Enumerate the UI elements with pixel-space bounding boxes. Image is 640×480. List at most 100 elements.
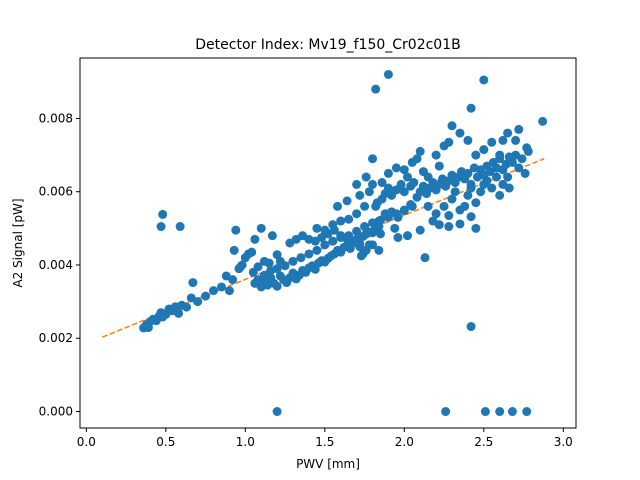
y-tick-label: 0.000 [39, 405, 73, 419]
data-point [396, 179, 406, 189]
data-point [391, 163, 401, 173]
data-point [402, 231, 412, 241]
data-point [272, 407, 282, 417]
data-point [460, 201, 470, 211]
data-point [514, 163, 524, 173]
data-point [237, 260, 247, 270]
y-axis-ticks: 0.000 0.002 0.004 0.006 0.008 [39, 111, 80, 419]
data-point [304, 249, 314, 259]
data-point [447, 194, 457, 204]
data-point [328, 220, 338, 230]
data-point [492, 172, 502, 182]
data-point [466, 103, 476, 113]
x-tick-label: 1.0 [236, 435, 255, 449]
y-tick-label: 0.002 [39, 331, 73, 345]
data-point [216, 282, 226, 292]
data-point [520, 168, 530, 178]
data-point [361, 172, 371, 182]
data-point [264, 258, 274, 268]
data-point [368, 154, 378, 164]
y-tick-label: 0.008 [39, 111, 73, 125]
data-point [368, 179, 378, 189]
data-point [444, 222, 454, 232]
data-point [434, 220, 444, 230]
data-point [188, 278, 198, 288]
data-point [409, 178, 419, 188]
data-point [360, 222, 370, 232]
data-point [487, 137, 497, 147]
data-point [412, 154, 422, 164]
data-point [390, 223, 400, 233]
data-point [406, 200, 416, 210]
data-point [399, 165, 409, 175]
data-point [463, 135, 473, 145]
data-point [434, 161, 444, 171]
data-point [229, 245, 239, 255]
data-point [399, 187, 409, 197]
data-point [447, 121, 457, 131]
data-point [224, 286, 234, 296]
data-point [352, 209, 362, 219]
x-tick-label: 3.0 [554, 435, 573, 449]
x-tick-label: 1.5 [315, 435, 334, 449]
data-point [503, 172, 513, 182]
data-point [415, 146, 425, 156]
data-point [504, 183, 514, 193]
data-point [156, 222, 166, 232]
data-point [272, 264, 282, 274]
data-point [342, 196, 352, 206]
data-point [344, 214, 354, 224]
data-point [364, 240, 374, 250]
data-point [420, 253, 430, 263]
data-point [487, 183, 497, 193]
data-point [471, 223, 481, 233]
data-point [250, 234, 260, 244]
y-tick-label: 0.004 [39, 258, 73, 272]
data-point [360, 201, 370, 211]
data-point [441, 407, 451, 417]
data-point [201, 291, 211, 301]
data-point [471, 198, 481, 208]
data-point [231, 225, 241, 235]
data-point [393, 212, 403, 222]
data-point [455, 128, 465, 138]
x-axis-ticks: 0.0 0.5 1.0 1.5 2.0 2.5 3.0 [77, 428, 573, 449]
data-point [517, 154, 527, 164]
data-point [320, 225, 330, 235]
data-point [511, 135, 521, 145]
data-point [418, 167, 428, 177]
data-point [364, 187, 374, 197]
data-point [377, 178, 387, 188]
data-point [439, 201, 449, 211]
data-point [463, 168, 473, 178]
data-point [466, 212, 476, 222]
data-point [503, 128, 513, 138]
data-point [383, 183, 393, 193]
data-point [312, 245, 322, 255]
data-point [280, 261, 290, 271]
data-point [393, 233, 403, 243]
data-point [333, 201, 343, 211]
data-point [259, 270, 269, 280]
data-point [431, 150, 441, 160]
data-point [466, 322, 476, 332]
data-point [182, 302, 192, 312]
data-point [522, 407, 532, 417]
y-axis-label: A2 Signal [pW] [11, 198, 25, 287]
data-point [296, 253, 306, 263]
data-point [480, 407, 490, 417]
data-point [374, 216, 384, 226]
data-point [498, 135, 508, 145]
x-tick-label: 0.5 [156, 435, 175, 449]
data-point [455, 219, 465, 229]
data-point [423, 201, 433, 211]
data-point [431, 209, 441, 219]
data-point [482, 176, 492, 186]
x-axis-label: PWV [mm] [296, 457, 360, 471]
data-point [371, 84, 381, 94]
data-point [288, 256, 298, 266]
data-point [174, 308, 184, 318]
data-point [352, 226, 362, 236]
data-point [476, 187, 486, 197]
data-point [352, 179, 362, 189]
